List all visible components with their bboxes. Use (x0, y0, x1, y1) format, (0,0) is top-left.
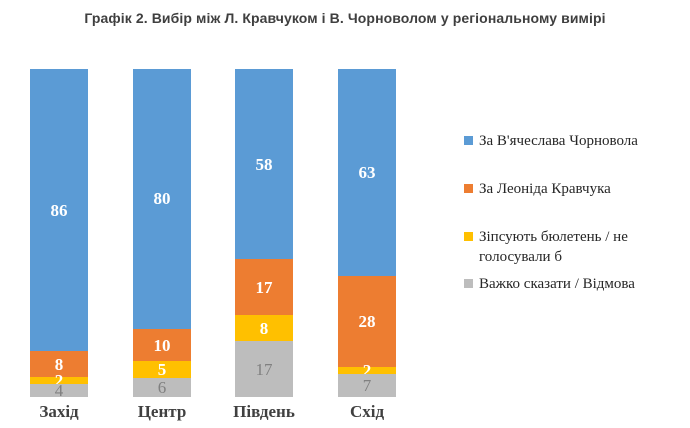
legend-item: За Леоніда Кравчука (464, 179, 679, 199)
bar-value-label: 2 (54, 371, 64, 391)
category-label: Центр (137, 402, 187, 421)
bar-value-label: 63 (358, 162, 376, 182)
legend-item: Важко сказати / Відмова (464, 274, 679, 294)
bar-value-label: 2 (362, 361, 372, 381)
bar-value-label: 5 (157, 359, 167, 379)
bar-segment: 17 (235, 259, 293, 315)
bar-value-label: 58 (255, 154, 273, 174)
bar-value-label: 10 (153, 335, 171, 355)
bar-segment: 80 (133, 69, 191, 329)
bar-3: 58 17 8 17 (235, 69, 293, 397)
bar-segment: 2 (338, 362, 396, 379)
legend-label: За В'ячеслава Чорновола (479, 133, 638, 149)
bar-segment: 86 (30, 69, 88, 352)
legend-label: За Леоніда Кравчука (479, 181, 611, 197)
bar-value-label: 6 (157, 377, 167, 397)
category-label: Схід (349, 402, 385, 421)
bar-segment: 5 (133, 359, 191, 379)
bar-segment: 4 (30, 380, 88, 400)
legend-label: Зіпсують бюлетень / не голосували б (479, 229, 628, 265)
chart-title: Графік 2. Вибір між Л. Кравчуком і В. Чо… (84, 10, 606, 26)
category-label: Захід (39, 402, 79, 421)
bar-value-label: 7 (362, 375, 372, 395)
legend-marker-icon (464, 279, 473, 288)
legend-marker-icon (464, 136, 473, 145)
bar-segment: 58 (235, 69, 293, 260)
bar-segment: 2 (30, 372, 88, 389)
bar-value-label: 8 (259, 318, 269, 338)
bar-2: 80 10 5 6 (133, 69, 191, 397)
bar-1: 86 8 2 4 (30, 69, 88, 400)
bar-segment: 8 (235, 314, 293, 342)
bar-value-label: 17 (255, 359, 273, 379)
legend-marker-icon (464, 184, 473, 193)
bar-segment: 10 (133, 328, 191, 362)
bar-value-label: 86 (50, 200, 68, 220)
legend-marker-icon (464, 232, 473, 241)
bar-value-label: 80 (153, 189, 171, 209)
bar-value-label: 28 (358, 312, 376, 332)
legend-item: За В'ячеслава Чорновола (464, 131, 679, 151)
bar-value-label: 4 (54, 380, 64, 400)
legend-label: Важко сказати / Відмова (479, 276, 635, 292)
bar-segment: 8 (30, 351, 88, 378)
bar-segment: 28 (338, 275, 396, 368)
bar-4: 63 28 2 7 (338, 69, 396, 397)
bar-segment: 6 (133, 377, 191, 397)
bar-segment: 7 (338, 374, 396, 397)
bar-value-label: 17 (255, 277, 273, 297)
chart-legend: За В'ячеслава Чорновола За Леоніда Кравчу… (464, 131, 679, 322)
bar-segment: 63 (338, 69, 396, 276)
bar-value-label: 8 (54, 354, 64, 374)
bar-segment: 17 (235, 341, 293, 397)
legend-item: Зіпсують бюлетень / не голосували б (464, 227, 679, 267)
category-label: Південь (233, 402, 295, 421)
